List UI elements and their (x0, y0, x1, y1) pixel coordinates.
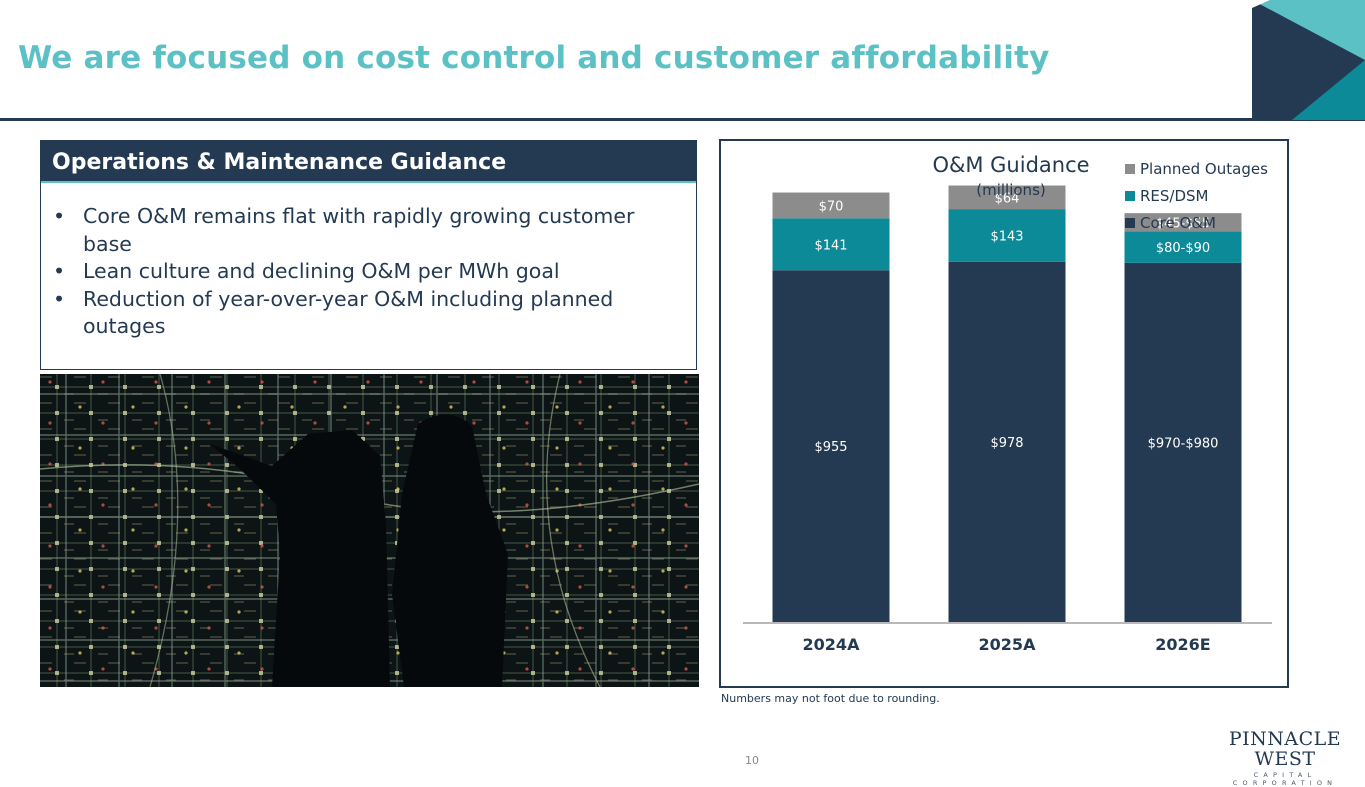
bar-segment-planned-outages-2026e (1124, 213, 1242, 232)
x-tick-label: 2026E (1155, 635, 1210, 654)
bar-segment-core-o-m-2024a (772, 270, 890, 622)
panel-header: Operations & Maintenance Guidance (41, 141, 696, 183)
data-label: $45-$55 (1156, 216, 1210, 231)
control-room-photo (40, 374, 699, 687)
bullet-item: • Reduction of year-over-year O&M includi… (53, 286, 678, 341)
legend-item-planned-outages: Planned Outages (1125, 155, 1268, 182)
bar-segment-planned-outages-2024a (772, 192, 890, 219)
bullet-text: Lean culture and declining O&M per MWh g… (83, 259, 560, 283)
bullet-item: • Core O&M remains flat with rapidly grow… (53, 203, 678, 258)
chart-legend: Planned Outages RES/DSM Core O&M (1125, 155, 1268, 236)
chart-subtitle: (millions) (976, 181, 1046, 199)
legend-swatch (1125, 163, 1135, 174)
logo-wordmark: PINNACLE WEST (1228, 728, 1342, 770)
legend-label: Planned Outages (1140, 159, 1268, 178)
bar-segment-res-dsm-2025a (948, 209, 1066, 262)
data-label: $64 (995, 191, 1020, 206)
bullet-icon: • (53, 286, 66, 311)
bar-segment-core-o-m-2025a (948, 261, 1066, 622)
data-label: $143 (990, 229, 1023, 244)
bullet-icon: • (53, 204, 66, 228)
bullet-icon: • (53, 259, 66, 283)
legend-label: RES/DSM (1140, 186, 1209, 205)
bullet-text: Core O&M remains flat with rapidly growi… (83, 204, 635, 256)
footnote: Numbers may not foot due to rounding. (721, 692, 940, 705)
logo-subtitle: CAPITAL CORPORATION (1232, 771, 1338, 787)
om-guidance-panel: Operations & Maintenance Guidance • Core … (40, 140, 697, 370)
company-logo: PINNACLE WEST CAPITAL CORPORATION (1205, 729, 1365, 787)
bullet-list: • Core O&M remains flat with rapidly grow… (41, 183, 696, 341)
bar-segment-res-dsm-2026e (1124, 231, 1242, 263)
corner-decoration (1252, 0, 1365, 120)
title-divider (0, 118, 1365, 121)
data-label: $970-$980 (1148, 436, 1219, 451)
data-label: $955 (814, 440, 847, 455)
chart-title: O&M Guidance (932, 153, 1090, 177)
om-guidance-chart: $955 $141 $70 2024A $978 $143 $64 2025A $970-$98… (719, 139, 1289, 688)
data-label: $978 (990, 436, 1023, 451)
bullet-item: • Lean culture and declining O&M per MWh … (53, 258, 678, 286)
bullet-text: Reduction of year-over-year O&M includin… (83, 286, 614, 339)
legend-item-res-dsm: RES/DSM (1125, 182, 1268, 209)
bar-segment-res-dsm-2024a (772, 218, 890, 271)
data-label: $80-$90 (1156, 241, 1210, 256)
legend-item-core-om: Core O&M (1125, 209, 1268, 236)
x-tick-label: 2025A (979, 635, 1037, 654)
legend-swatch (1125, 190, 1135, 201)
bar-segment-planned-outages-2025a (948, 185, 1066, 210)
page-title: We are focused on cost control and custo… (18, 40, 1050, 76)
legend-swatch (1125, 217, 1135, 228)
page-number: 10 (745, 754, 759, 767)
data-label: $70 (819, 199, 844, 214)
bar-segment-core-o-m-2026e (1124, 262, 1242, 622)
data-label: $141 (814, 238, 847, 253)
stacked-bar-chart: $955 $141 $70 2024A $978 $143 $64 2025A $970-$98… (743, 185, 1272, 654)
legend-label: Core O&M (1140, 213, 1216, 232)
x-tick-label: 2024A (803, 635, 861, 654)
